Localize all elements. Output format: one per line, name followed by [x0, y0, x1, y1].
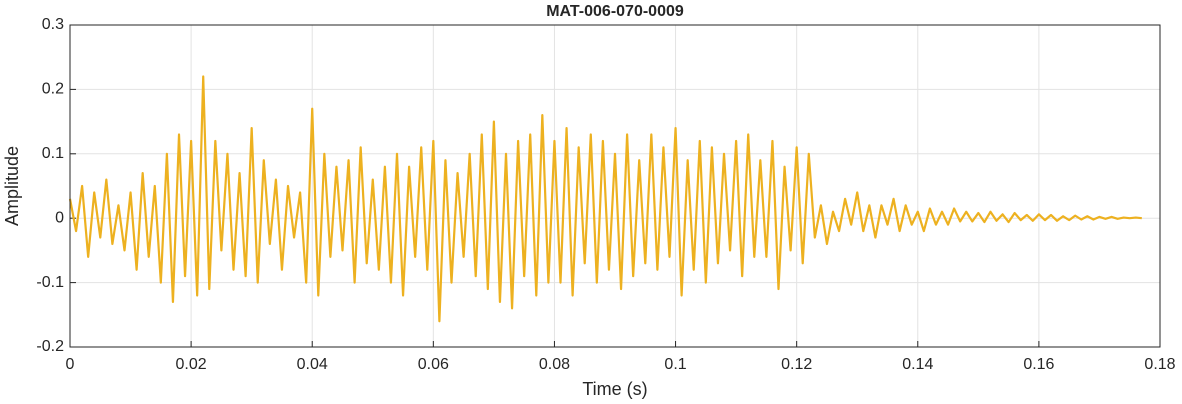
x-tick-label: 0.08: [539, 356, 570, 373]
x-tick-label: 0.06: [418, 356, 449, 373]
y-tick-label: 0.2: [42, 81, 64, 98]
x-axis-label: Time (s): [582, 379, 647, 399]
x-tick-label: 0.02: [176, 356, 207, 373]
data-line: [68, 75, 1142, 323]
y-tick-label: 0: [55, 209, 64, 226]
y-axis-label: Amplitude: [2, 146, 22, 226]
y-tick-label: -0.1: [36, 274, 64, 291]
y-tick-label: 0.3: [42, 16, 64, 33]
x-tick-label: 0.14: [902, 356, 933, 373]
x-tick-label: 0.1: [664, 356, 686, 373]
x-tick-label: 0.16: [1023, 356, 1054, 373]
x-tick-label: 0.12: [781, 356, 812, 373]
chart-title: MAT-006-070-0009: [546, 3, 684, 20]
x-tick-label: 0: [66, 356, 75, 373]
plot-frame: [69, 24, 1161, 348]
x-tick-label: 0.18: [1144, 356, 1175, 373]
x-tick-label: 0.04: [297, 356, 328, 373]
y-tick-label: -0.2: [36, 338, 64, 355]
y-tick-label: 0.1: [42, 145, 64, 162]
